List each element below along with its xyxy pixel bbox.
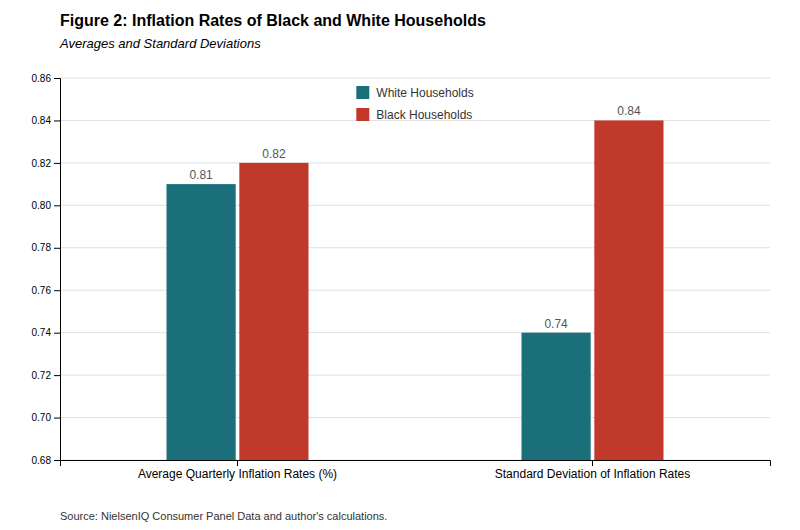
plot: 0.68 0.70 0.72 0.74 0.76 0.78 0.80 0.82 0.84 0.86… (32, 73, 771, 481)
bar (167, 184, 236, 460)
tick: 0.82 (32, 158, 60, 169)
tick-mark (592, 460, 593, 466)
title: Figure 2: Inflation Rates of Black and W… (60, 12, 486, 29)
tick: 0.70 (32, 412, 60, 423)
tick: 0.68 (32, 455, 60, 466)
grid (60, 78, 770, 460)
tick-label: 0.86 (32, 73, 52, 84)
tick-label: 0.80 (32, 200, 52, 211)
axis-line (61, 461, 771, 467)
tick-mark (54, 205, 60, 206)
tick-mark (54, 78, 60, 79)
legend: White Households Black Households (356, 86, 473, 122)
chart: Figure 2: Inflation Rates of Black and W… (0, 0, 800, 530)
legend-item: White Households (356, 86, 473, 100)
tick-mark (237, 460, 238, 466)
tick-mark (54, 290, 60, 291)
tick-label: 0.74 (32, 327, 52, 338)
tick-mark (54, 375, 60, 376)
tick-label: 0.76 (32, 285, 52, 296)
tick: 0.72 (32, 370, 60, 381)
tick-mark (54, 333, 60, 334)
tick-label: 0.78 (32, 242, 52, 253)
legend-swatch (356, 108, 369, 121)
tick: 0.76 (32, 285, 60, 296)
tick-label: 0.84 (32, 115, 52, 126)
bars (167, 120, 664, 460)
x-axis: Average Quarterly Inflation Rates (%) Sta… (61, 460, 771, 481)
grid-line (60, 78, 770, 79)
legend-swatch (356, 86, 369, 99)
tick-mark (54, 460, 60, 461)
axis-line (54, 79, 61, 461)
tick-mark (54, 418, 60, 419)
data-label: 0.84 (617, 104, 641, 118)
tick: Standard Deviation of Inflation Rates (495, 460, 690, 481)
tick-mark (54, 248, 60, 249)
tick-label: 0.68 (32, 455, 52, 466)
source-note: Source: NielsenIQ Consumer Panel Data an… (60, 510, 387, 522)
tick-mark (54, 120, 60, 121)
bar (522, 333, 591, 460)
y-axis: 0.68 0.70 0.72 0.74 0.76 0.78 0.80 0.82 0.84 0.86 (32, 73, 61, 466)
tick-label: Standard Deviation of Inflation Rates (495, 467, 690, 481)
tick: Average Quarterly Inflation Rates (%) (138, 460, 337, 481)
tick-label: 0.70 (32, 412, 52, 423)
data-label: 0.81 (189, 168, 213, 182)
tick-label: 0.72 (32, 370, 52, 381)
subtitle: Averages and Standard Deviations (59, 36, 261, 51)
tick-mark (54, 163, 60, 164)
tick: 0.74 (32, 327, 60, 338)
tick: 0.80 (32, 200, 60, 211)
legend-label: Black Households (376, 108, 472, 122)
data-labels: 0.81 0.74 0.82 0.84 (189, 104, 641, 330)
tick-label: 0.82 (32, 158, 52, 169)
data-label: 0.74 (544, 317, 568, 331)
legend-label: White Households (376, 86, 473, 100)
bar (594, 120, 663, 460)
tick: 0.84 (32, 115, 60, 126)
tick-label: Average Quarterly Inflation Rates (%) (138, 467, 337, 481)
data-label: 0.82 (262, 147, 286, 161)
legend-item: Black Households (356, 108, 472, 122)
tick: 0.86 (32, 73, 60, 84)
bar (239, 163, 308, 460)
tick: 0.78 (32, 242, 60, 253)
